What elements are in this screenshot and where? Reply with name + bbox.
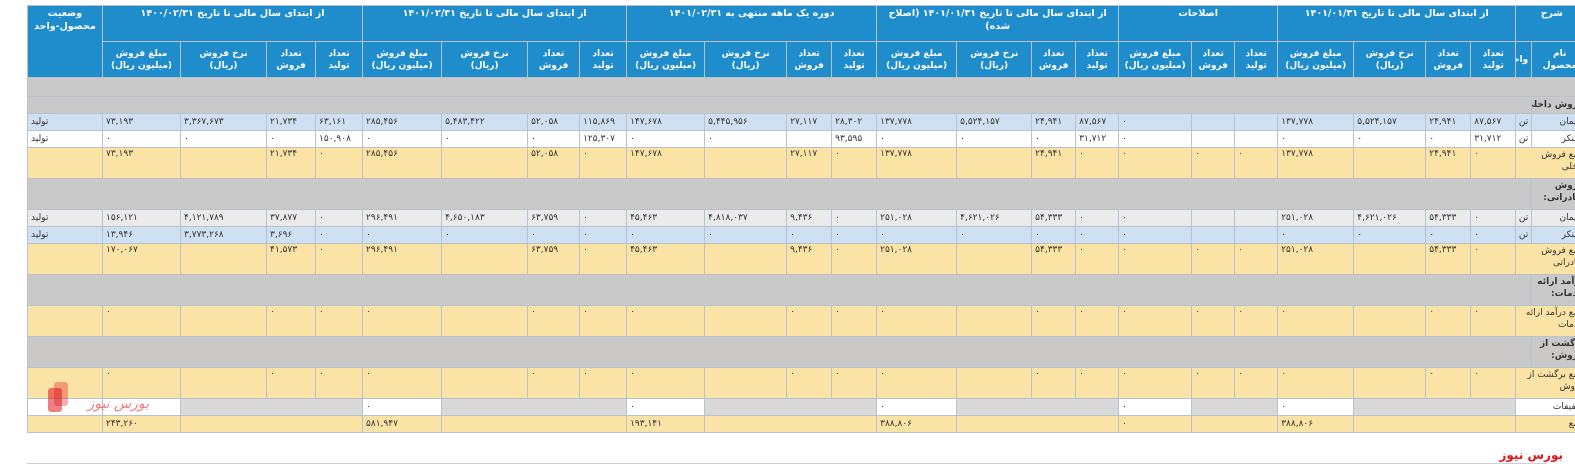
total-label: جمع درآمد ارائه خدمات	[1515, 305, 1575, 337]
product-name: سیمان	[1531, 209, 1575, 227]
prod-qty-header: تعداد تولید	[579, 41, 628, 78]
sale-amount-header: مبلغ فروش (میلیون ریال)	[1118, 41, 1193, 78]
prod-qty-header: تعداد تولید	[831, 41, 878, 78]
logo-mark	[54, 382, 68, 406]
unit-cell: تن	[1515, 113, 1533, 131]
total-label: جمع فروش داخلی	[1515, 147, 1575, 179]
product-name: سیمان	[1531, 113, 1575, 131]
product-name: کلینکر	[1531, 130, 1575, 148]
section-title: برگشت از فروش:	[1531, 336, 1575, 368]
spacer-row	[26, 77, 1575, 97]
total-label: جمع فروش صادراتی	[1515, 243, 1575, 275]
header-row-1: شرح از ابتدای سال مالی تا تاریخ ۱۴۰۱/۰۱/…	[27, 5, 1575, 78]
sale-amount-header: مبلغ فروش (میلیون ریال)	[876, 41, 958, 78]
period1-header: از ابتدای سال مالی تا تاریخ ۱۴۰۱/۰۱/۳۱	[1277, 5, 1517, 42]
sale-amount-header: مبلغ فروش (میلیون ریال)	[101, 41, 182, 78]
total-row-export: جمع فروش صادراتی ۰ ۵۴,۳۳۳ ۲۵۱,۰۲۸ ۰ ۰ ۰ …	[27, 243, 1575, 275]
grand-total-label: جمع	[1515, 415, 1575, 433]
footer-divider	[27, 463, 1547, 464]
grand-total-row: جمع ۳۸۸,۸۰۶ ۰ ۳۸۸,۸۰۶ ۱۹۳,۱۴۱ ۵۸۱,۹۴۷ ۲۴…	[27, 415, 1575, 433]
footer-brand[interactable]: بورس نیوز	[1499, 448, 1563, 462]
product-name-header: نام محصول	[1531, 41, 1575, 78]
status-header: وضعیت محصول-واحد	[27, 5, 103, 78]
report-container: شرح از ابتدای سال مالی تا تاریخ ۱۴۰۱/۰۱/…	[26, 5, 1575, 433]
sale-qty-header: تعداد فروش	[1425, 41, 1472, 78]
period2-header: از ابتدای سال مالی تا تاریخ ۱۴۰۱/۰۲/۳۱	[362, 5, 628, 42]
status-cell: تولید	[27, 113, 103, 131]
sale-rate-header: نرخ فروش (ریال)	[956, 41, 1033, 78]
section-row-domestic: فروش داخلی:	[26, 96, 1575, 114]
unit-header: واحد	[1515, 41, 1533, 78]
corrections-header: اصلاحات	[1118, 5, 1279, 42]
prod-qty-header: تعداد تولید	[1470, 41, 1517, 78]
section-row-export: فروش صادراتی:	[26, 178, 1575, 210]
sales-report-table: شرح از ابتدای سال مالی تا تاریخ ۱۴۰۱/۰۱/…	[26, 5, 1575, 433]
month-period-header: دوره یک ماهه منتهی به ۱۴۰۱/۰۲/۳۱	[626, 5, 878, 42]
section-row-returns: برگشت از فروش:	[26, 336, 1575, 368]
sale-amount-header: مبلغ فروش (میلیون ریال)	[1277, 41, 1355, 78]
section-row-services: درآمد ارائه خدمات:	[26, 274, 1575, 306]
status-cell: تولید	[27, 226, 103, 244]
prod-qty-header: تعداد تولید	[1234, 41, 1279, 78]
sale-qty-header: تعداد فروش	[1031, 41, 1077, 78]
sale-qty-header: تعداد فروش	[266, 41, 317, 78]
status-cell: تولید	[27, 209, 103, 227]
sale-amount-header: مبلغ فروش (میلیون ریال)	[626, 41, 706, 78]
discounts-row: تخفیفات ۰ ۰ ۰ ۰ ۰	[27, 398, 1575, 416]
unit-cell: تن	[1515, 226, 1533, 244]
sale-qty-header: تعداد فروش	[1191, 41, 1236, 78]
table-row: سیمان تن ۰ ۵۴,۳۳۳ ۴,۶۲۱,۰۲۶ ۲۵۱,۰۲۸ ۰ ۰ …	[27, 209, 1575, 227]
unit-cell: تن	[1515, 130, 1533, 148]
status-cell: تولید	[27, 130, 103, 148]
logo-mark	[48, 388, 62, 412]
sale-rate-header: نرخ فروش (ریال)	[180, 41, 268, 78]
unit-cell: تن	[1515, 209, 1533, 227]
table-row: سیمان تن ۸۷,۵۶۷ ۲۴,۹۴۱ ۵,۵۲۴,۱۵۷ ۱۳۷,۷۷۸…	[27, 113, 1575, 131]
total-label: جمع برگشت از فروش	[1515, 367, 1575, 399]
desc-header: شرح	[1515, 5, 1575, 42]
logo-text: بورس نیوز	[85, 396, 149, 412]
period3-header: از ابتدای سال مالی تا تاریخ ۱۴۰۰/۰۲/۳۱	[101, 5, 364, 42]
sale-qty-header: تعداد فروش	[527, 41, 581, 78]
period1-corrected-header: از ابتدای سال مالی تا تاریخ ۱۴۰۱/۰۱/۳۱ (…	[876, 5, 1120, 42]
sale-qty-header: تعداد فروش	[786, 41, 833, 78]
total-row-domestic: جمع فروش داخلی ۰ ۲۴,۹۴۱ ۱۳۷,۷۷۸ ۰ ۰ ۰ ۰ …	[27, 147, 1575, 179]
product-name: کلینکر	[1531, 226, 1575, 244]
total-row-returns: جمع برگشت از فروش ۰ ۰ ۰ ۰ ۰ ۰ ۰ ۰ ۰ ۰ ۰ …	[27, 367, 1575, 399]
prod-qty-header: تعداد تولید	[315, 41, 364, 78]
sale-rate-header: نرخ فروش (ریال)	[704, 41, 788, 78]
prod-qty-header: تعداد تولید	[1075, 41, 1120, 78]
sale-rate-header: نرخ فروش (ریال)	[1353, 41, 1427, 78]
table-row: کلینکر تن ۰ ۰ ۰ ۰ ۰ ۰ ۰ ۰ ۰ ۰ ۰ ۰ ۰ ۰ ۰ …	[27, 226, 1575, 244]
table-row: کلینکر تن ۳۱,۷۱۲ ۰ ۰ ۰ ۰ ۳۱,۷۱۲ ۰ ۰ ۰ ۹۳…	[27, 130, 1575, 148]
section-title: فروش داخلی:	[1531, 96, 1575, 114]
sale-rate-header: نرخ فروش (ریال)	[441, 41, 529, 78]
watermark-logo: بورس نیوز	[48, 382, 149, 412]
discounts-label: تخفیفات	[1515, 398, 1575, 416]
sale-amount-header: مبلغ فروش (میلیون ریال)	[362, 41, 443, 78]
section-title: درآمد ارائه خدمات:	[1531, 274, 1575, 306]
section-title: فروش صادراتی:	[1531, 178, 1575, 210]
header-row-2: نام محصول واحد تعداد تولید تعداد فروش نر…	[28, 41, 1575, 78]
total-row-services: جمع درآمد ارائه خدمات ۰ ۰ ۰ ۰ ۰ ۰ ۰ ۰ ۰ …	[27, 305, 1575, 337]
